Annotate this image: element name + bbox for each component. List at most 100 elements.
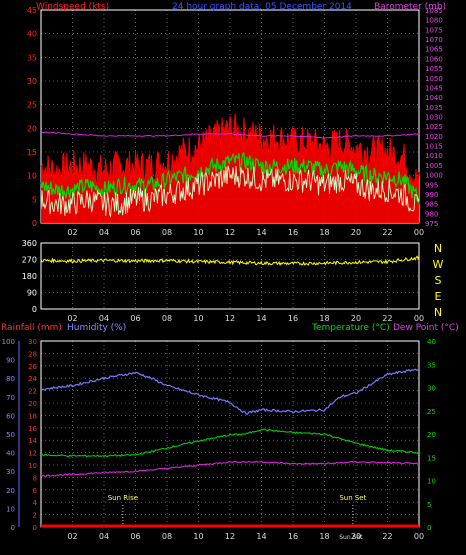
barometer-tick-label: 1045	[425, 84, 443, 92]
rainfall-axis-label: Rainfall (mm)	[1, 323, 62, 333]
x-tick-label: 22	[382, 228, 392, 237]
x-tick-label: 22	[382, 532, 392, 541]
x-tick-label: 10	[193, 228, 203, 237]
temperature-tick-label: 35	[427, 361, 436, 369]
x-tick-label: 06	[130, 532, 140, 541]
x-tick-label: 18	[319, 228, 329, 237]
barometer-tick-label: 975	[425, 220, 438, 228]
windspeed-tick-label: 35	[27, 53, 37, 62]
x-tick-label: 12	[225, 532, 235, 541]
x-tick-label: 08	[162, 314, 172, 323]
barometer-tick-label: 985	[425, 201, 438, 209]
wind-direction-series	[40, 255, 420, 267]
temperature-tick-label: 5	[427, 501, 431, 509]
x-tick-label: 02	[67, 532, 77, 541]
humidity-axis-label: Humidity (%)	[67, 323, 126, 333]
windspeed-tick-label: 40	[27, 30, 37, 39]
windspeed-tick-label: 45	[27, 6, 37, 15]
temperature-series	[40, 428, 420, 458]
x-tick-label: 14	[256, 228, 266, 237]
x-tick-label: 16	[288, 314, 298, 323]
x-tick-label: 16	[288, 228, 298, 237]
barometer-axis-label: Barometer (mb)	[374, 2, 446, 12]
average-series	[40, 152, 420, 205]
barometer-tick-label: 990	[425, 191, 438, 199]
compass-label: N	[434, 242, 442, 255]
dewpoint-series	[40, 460, 420, 477]
compass-label: S	[435, 274, 442, 287]
x-tick-label: 14	[256, 532, 266, 541]
barometer-tick-label: 1025	[425, 123, 443, 131]
x-tick-label: 10	[193, 532, 203, 541]
x-tick-label: 20	[351, 532, 361, 541]
barometer-tick-label: 1055	[425, 65, 443, 73]
direction-tick-label: 0	[32, 305, 37, 314]
temperature-tick-label: 30	[427, 385, 436, 393]
x-tick-label: 12	[225, 228, 235, 237]
rainfall-tick-label: 18	[28, 412, 37, 420]
humidity-tick-label: 80	[6, 375, 15, 383]
windspeed-tick-label: 20	[27, 124, 37, 133]
rainfall-tick-label: 10	[28, 462, 37, 470]
direction-tick-label: 180	[22, 272, 37, 281]
barometer-tick-label: 1065	[425, 46, 443, 54]
direction-tick-label: 270	[22, 256, 37, 265]
x-tick-label: 18	[319, 532, 329, 541]
rainfall-tick-label: 0	[33, 524, 37, 532]
rainfall-tick-label: 16	[28, 425, 37, 433]
x-tick-label: 20	[351, 314, 361, 323]
humidity-tick-label: 100	[2, 338, 15, 346]
humidity-tick-label: 40	[6, 450, 15, 458]
rainfall-tick-label: 24	[28, 375, 37, 383]
dewpoint-axis-label: Dew Point (°C)	[393, 323, 459, 333]
barometer-tick-label: 1080	[425, 17, 443, 25]
humidity-tick-label: 50	[6, 431, 15, 439]
barometer-tick-label: 1005	[425, 162, 443, 170]
windspeed-tick-label: 10	[27, 172, 37, 181]
barometer-tick-label: 995	[425, 181, 438, 189]
x-tick-label: 06	[130, 314, 140, 323]
rainfall-tick-label: 20	[28, 400, 37, 408]
humidity-tick-label: 60	[6, 412, 15, 420]
rainfall-tick-label: 26	[28, 363, 37, 371]
temperature-tick-label: 25	[427, 408, 436, 416]
windspeed-axis-label: Windspeed (kts)	[36, 2, 109, 12]
humidity-tick-label: 10	[6, 505, 15, 513]
rainfall-tick-label: 8	[33, 474, 37, 482]
barometer-tick-label: 1010	[425, 152, 443, 160]
barometer-tick-label: 1060	[425, 55, 443, 63]
rainfall-tick-label: 4	[33, 499, 38, 507]
humidity-tick-label: 90	[6, 357, 15, 365]
x-tick-label: 12	[225, 314, 235, 323]
rainfall-tick-label: 30	[28, 338, 37, 346]
humidity-series	[40, 368, 420, 415]
temperature-tick-label: 15	[427, 454, 436, 462]
x-tick-label: 04	[99, 228, 109, 237]
rainfall-tick-label: 14	[28, 437, 37, 445]
rainfall-tick-label: 2	[33, 512, 37, 520]
x-tick-label: 10	[193, 314, 203, 323]
temperature-axis-label: Temperature (°C)	[311, 323, 390, 333]
x-tick-label: 22	[382, 314, 392, 323]
x-tick-label: 00	[414, 228, 424, 237]
chart-title: 24 hour graph data: 05 December 2014	[172, 2, 352, 12]
x-tick-label: 06	[130, 228, 140, 237]
rainfall-tick-label: 28	[28, 350, 37, 358]
x-tick-label: 00	[414, 532, 424, 541]
barometer-tick-label: 1020	[425, 133, 443, 141]
barometer-tick-label: 1040	[425, 94, 443, 102]
sunrise-label: Sun Rise	[108, 494, 138, 502]
humidity-tick-label: 70	[6, 394, 15, 402]
barometer-tick-label: 1070	[425, 36, 443, 44]
barometer-tick-label: 1030	[425, 114, 443, 122]
x-tick-label: 00	[414, 314, 424, 323]
humidity-tick-label: 20	[6, 487, 15, 495]
windspeed-tick-label: 0	[32, 219, 37, 228]
barometer-tick-label: 1075	[425, 26, 443, 34]
windspeed-tick-label: 30	[27, 77, 37, 86]
x-tick-label: 08	[162, 532, 172, 541]
x-tick-label: 16	[288, 532, 298, 541]
direction-tick-label: 360	[22, 239, 37, 248]
sunset-time-label: Sun Set	[339, 534, 363, 541]
compass-label: W	[433, 258, 444, 271]
